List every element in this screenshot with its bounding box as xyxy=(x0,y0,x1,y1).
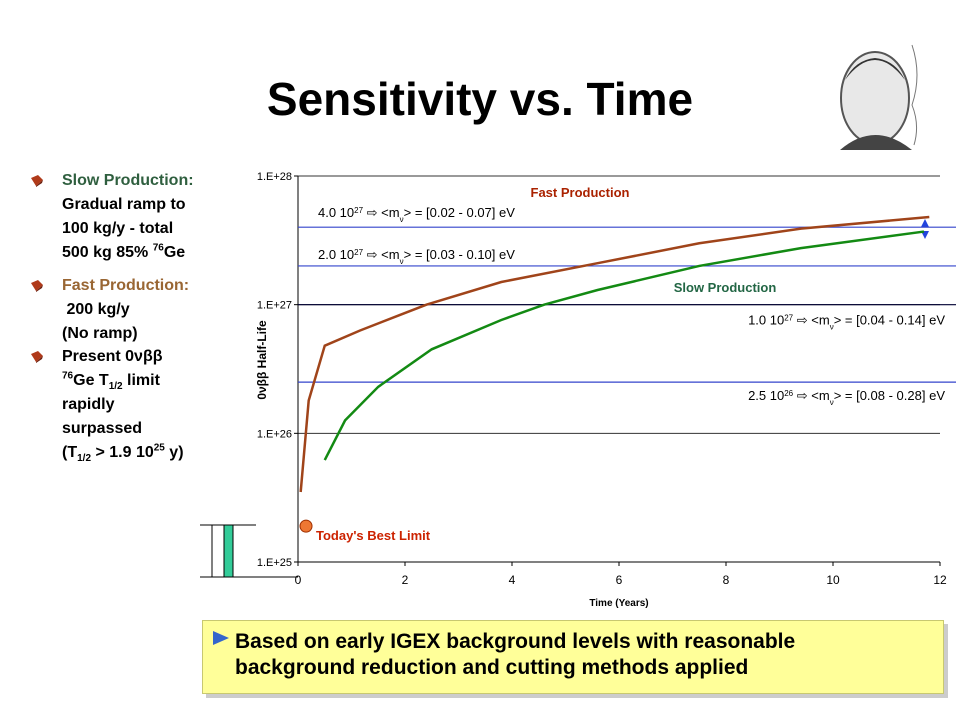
note-arrow xyxy=(213,631,229,645)
label-part: 27 xyxy=(354,247,363,256)
bullet-text: surpassed xyxy=(62,420,143,437)
bullet-line: Gradual ramp to xyxy=(62,193,252,217)
limit-bracket xyxy=(200,524,298,578)
bullet-line: 200 kg/y xyxy=(62,298,252,322)
limit-label: Today's Best Limit xyxy=(316,528,431,543)
label-part: ν xyxy=(830,398,834,407)
label-part: 26 xyxy=(784,389,793,398)
bullet: Slow Production: Gradual ramp to 100 kg/y … xyxy=(62,169,252,265)
y-tick-label: 1.E+25 xyxy=(257,557,292,569)
reference-label: 1.0 1027 ⇨ <mν> = [0.04 - 0.14] eV xyxy=(748,313,945,332)
note-box: Based on early IGEX background levels wi… xyxy=(202,620,944,694)
bullet-line: Present 0νββ xyxy=(62,345,252,369)
bullet: Fast Production: 200 kg/y (No ramp) xyxy=(62,274,252,346)
bullet-line: Fast Production: xyxy=(62,274,252,298)
note-line: Based on early IGEX background levels wi… xyxy=(235,630,796,653)
x-tick-label: 4 xyxy=(509,573,516,587)
bullet-text: 76 xyxy=(152,242,164,254)
label-part: ν xyxy=(400,215,404,224)
bullet-text: > 1.9 10 xyxy=(91,444,154,461)
label-part: 27 xyxy=(784,313,793,322)
series-line xyxy=(323,230,925,461)
bullet-line: rapidly xyxy=(62,393,252,417)
label-part: > = [0.08 - 0.28] eV xyxy=(834,388,946,403)
x-tick-label: 10 xyxy=(826,573,840,587)
bullet-text: 0νββ xyxy=(125,348,163,365)
series-label: Fast Production xyxy=(531,185,630,200)
bullet-line: Slow Production: xyxy=(62,169,252,193)
bullet-text: (T xyxy=(62,444,78,461)
y-tick-label: 1.E+26 xyxy=(257,428,292,440)
bullet-line: 500 kg 85% 76Ge xyxy=(62,241,252,265)
note-line: background reduction and cutting methods… xyxy=(235,656,749,679)
bullet-text: (No ramp) xyxy=(62,325,138,342)
bullet-text: Slow Production: xyxy=(62,172,194,189)
reference-label: 2.0 1027 ⇨ <mν> = [0.03 - 0.10] eV xyxy=(318,247,515,266)
series-line xyxy=(299,215,930,493)
label-part: ν xyxy=(830,322,834,331)
bullet-text: Gradual ramp to xyxy=(62,196,186,213)
bullet-line: (No ramp) xyxy=(62,322,252,346)
bullet-text: 500 kg 85% xyxy=(62,244,153,261)
y-tick-label: 1.E+28 xyxy=(257,171,292,183)
label-part: ⇨ <m xyxy=(363,205,400,220)
x-tick-label: 0 xyxy=(295,573,302,587)
label-part: > = [0.02 - 0.07] eV xyxy=(404,205,516,220)
bullet-text: 1/2 xyxy=(77,453,92,465)
label-part: ⇨ <m xyxy=(793,388,830,403)
bullet-text: limit xyxy=(122,372,160,389)
bullet-icon xyxy=(31,351,43,363)
reference-label: 2.5 1026 ⇨ <mν> = [0.08 - 0.28] eV xyxy=(748,388,945,407)
label-part: 2.5 10 xyxy=(748,388,784,403)
portrait xyxy=(840,44,918,150)
reference-label: 4.0 1027 ⇨ <mν> = [0.02 - 0.07] eV xyxy=(318,205,515,224)
end-arrows xyxy=(921,219,929,239)
x-axis-label: Time (Years) xyxy=(589,598,648,609)
y-tick-label: 1.E+27 xyxy=(257,300,292,312)
bullet-text: Fast Production: xyxy=(62,277,190,294)
limit-point xyxy=(299,519,313,533)
label-part: ⇨ <m xyxy=(363,247,400,262)
bullet-line: 76Ge T1/2 limit xyxy=(62,369,252,393)
bullet-icon xyxy=(31,175,43,187)
bullet-text: 76 xyxy=(62,370,74,382)
bullet-text: 25 xyxy=(153,442,165,454)
label-part: 2.0 10 xyxy=(318,247,354,262)
x-tick-label: 8 xyxy=(723,573,730,587)
label-part: 27 xyxy=(354,206,363,215)
label-part: ⇨ <m xyxy=(793,313,830,328)
series-label: Slow Production xyxy=(674,280,777,295)
label-part: 1.0 10 xyxy=(748,313,784,328)
bullet-text: rapidly xyxy=(62,396,115,413)
y-axis-label: 0νββ Half-Life xyxy=(255,320,269,400)
bullet-text: 200 kg/y xyxy=(62,301,130,318)
bullet-text: Ge xyxy=(163,244,186,261)
bullet-line: (T1/2 > 1.9 1025 y) xyxy=(62,441,252,465)
x-tick-label: 6 xyxy=(616,573,623,587)
x-tick-label: 2 xyxy=(402,573,409,587)
label-part: 4.0 10 xyxy=(318,205,354,220)
label-part: > = [0.03 - 0.10] eV xyxy=(404,247,516,262)
x-tick-label: 12 xyxy=(933,573,947,587)
bullet-text: Present xyxy=(62,348,126,365)
bullet-line: surpassed xyxy=(62,417,252,441)
bullet: Present 0νββ 76Ge T1/2 limit rapidly surpas… xyxy=(62,345,252,465)
slide-title: Sensitivity vs. Time xyxy=(266,73,694,125)
bullet-text: y) xyxy=(164,444,184,461)
bullet-text: 1/2 xyxy=(108,381,123,393)
label-part: ν xyxy=(400,256,404,265)
bullet-line: 100 kg/y - total xyxy=(62,217,252,241)
bullet-text: Ge T xyxy=(73,372,109,389)
label-part: > = [0.04 - 0.14] eV xyxy=(834,313,946,328)
bullet-icon xyxy=(31,280,43,292)
bullet-text: 100 kg/y - total xyxy=(62,220,174,237)
